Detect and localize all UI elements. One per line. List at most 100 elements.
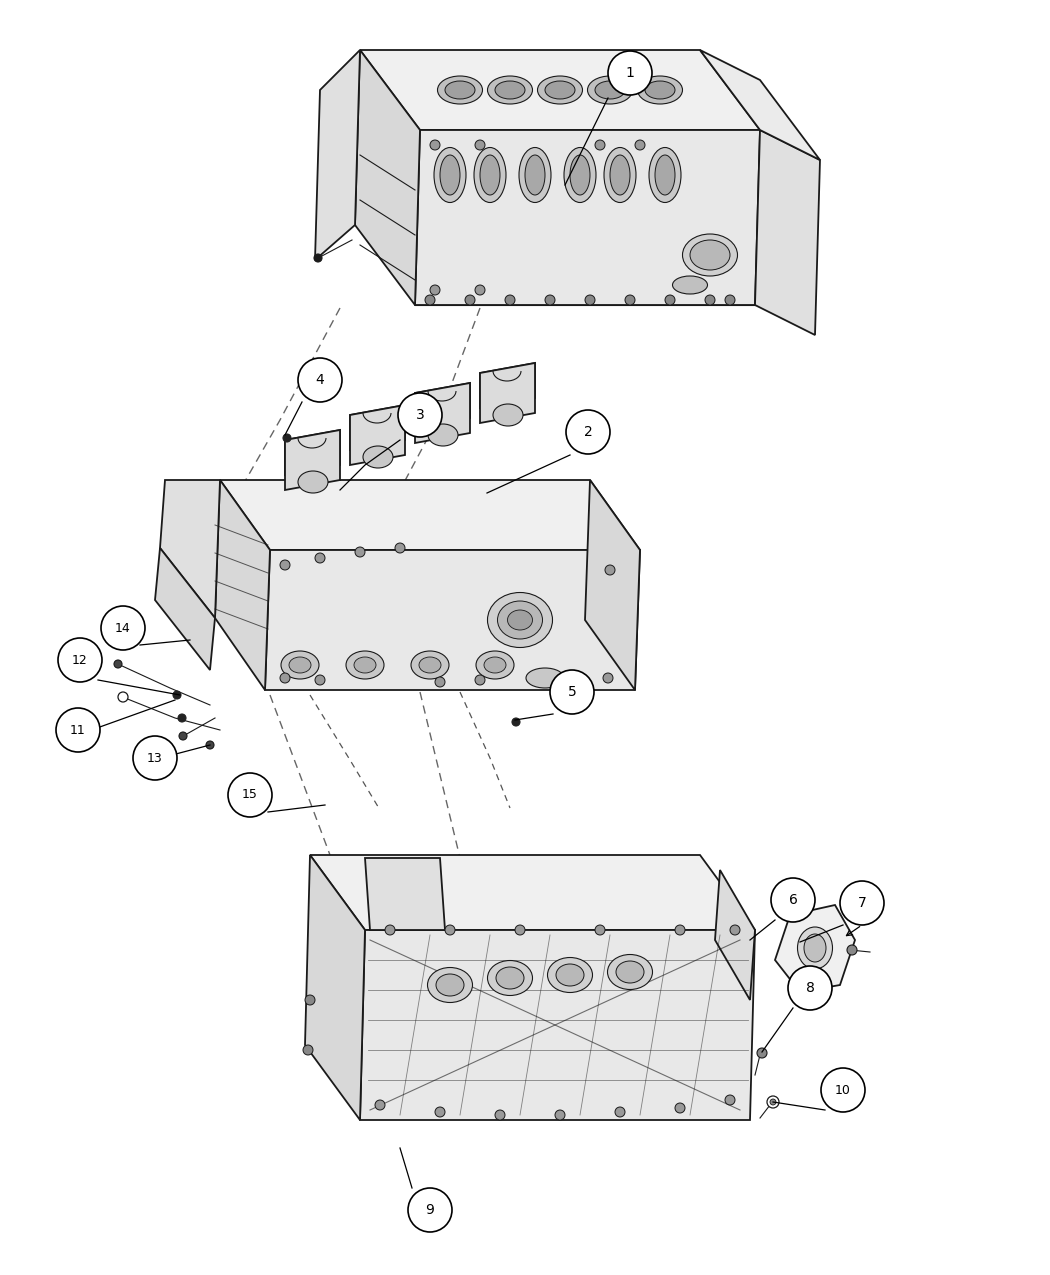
Polygon shape [415, 382, 470, 428]
Text: 9: 9 [425, 1204, 435, 1218]
Ellipse shape [354, 657, 376, 673]
Polygon shape [285, 430, 340, 490]
Circle shape [788, 966, 832, 1010]
Ellipse shape [445, 82, 475, 99]
Ellipse shape [538, 76, 583, 105]
Text: 3: 3 [416, 408, 424, 422]
Circle shape [505, 295, 514, 305]
Circle shape [101, 606, 145, 650]
Circle shape [133, 736, 177, 780]
Text: 7: 7 [858, 896, 866, 910]
Ellipse shape [804, 935, 826, 963]
Circle shape [280, 673, 290, 683]
Ellipse shape [487, 593, 552, 648]
Polygon shape [360, 50, 760, 130]
Ellipse shape [419, 657, 441, 673]
Ellipse shape [682, 235, 737, 275]
Circle shape [298, 358, 342, 402]
Ellipse shape [610, 156, 630, 195]
Polygon shape [415, 130, 760, 305]
Circle shape [771, 878, 815, 922]
Circle shape [304, 994, 315, 1005]
Polygon shape [755, 130, 820, 335]
Circle shape [118, 692, 128, 703]
Ellipse shape [637, 76, 683, 105]
Circle shape [475, 140, 485, 150]
Circle shape [173, 691, 181, 699]
Ellipse shape [498, 601, 543, 639]
Circle shape [314, 254, 322, 261]
Circle shape [675, 924, 685, 935]
Ellipse shape [655, 156, 675, 195]
Text: 11: 11 [70, 723, 86, 737]
Polygon shape [350, 405, 405, 465]
Circle shape [514, 924, 525, 935]
Polygon shape [285, 430, 340, 476]
Circle shape [178, 732, 187, 739]
Polygon shape [350, 405, 405, 450]
Circle shape [284, 434, 291, 442]
Ellipse shape [496, 966, 524, 989]
Ellipse shape [474, 148, 506, 203]
Circle shape [595, 924, 605, 935]
Circle shape [430, 140, 440, 150]
Ellipse shape [649, 148, 681, 203]
Circle shape [550, 669, 594, 714]
Text: 10: 10 [835, 1084, 850, 1096]
Ellipse shape [436, 974, 464, 996]
Circle shape [408, 1188, 452, 1232]
Polygon shape [480, 363, 536, 408]
Circle shape [228, 773, 272, 817]
Text: 5: 5 [568, 685, 576, 699]
Circle shape [465, 295, 475, 305]
Polygon shape [155, 548, 215, 669]
Ellipse shape [672, 275, 708, 295]
Circle shape [585, 295, 595, 305]
Ellipse shape [604, 148, 636, 203]
Ellipse shape [645, 82, 675, 99]
Ellipse shape [507, 609, 532, 630]
Ellipse shape [428, 425, 458, 446]
Polygon shape [265, 550, 640, 690]
Ellipse shape [480, 156, 500, 195]
Circle shape [355, 547, 365, 557]
Circle shape [178, 714, 186, 722]
Circle shape [595, 140, 605, 150]
Ellipse shape [281, 652, 319, 680]
Circle shape [206, 741, 214, 748]
Circle shape [724, 295, 735, 305]
Polygon shape [355, 50, 420, 305]
Circle shape [566, 411, 610, 454]
Circle shape [730, 924, 740, 935]
Ellipse shape [588, 76, 632, 105]
Circle shape [615, 1107, 625, 1117]
Ellipse shape [411, 652, 449, 680]
Ellipse shape [570, 156, 590, 195]
Circle shape [475, 674, 485, 685]
Ellipse shape [427, 968, 472, 1002]
Circle shape [545, 295, 555, 305]
Ellipse shape [798, 927, 833, 969]
Ellipse shape [487, 960, 532, 996]
Circle shape [375, 1100, 385, 1111]
Text: 12: 12 [72, 654, 88, 667]
Circle shape [847, 945, 857, 955]
Ellipse shape [346, 652, 384, 680]
Circle shape [512, 718, 520, 725]
Circle shape [56, 708, 100, 752]
Polygon shape [365, 858, 445, 929]
Text: 15: 15 [243, 788, 258, 802]
Circle shape [114, 660, 122, 668]
Polygon shape [215, 479, 270, 690]
Ellipse shape [487, 76, 532, 105]
Ellipse shape [363, 446, 393, 468]
Ellipse shape [476, 652, 514, 680]
Polygon shape [585, 479, 640, 690]
Ellipse shape [595, 82, 625, 99]
Circle shape [445, 924, 455, 935]
Ellipse shape [298, 470, 328, 493]
Circle shape [425, 295, 435, 305]
Ellipse shape [434, 148, 466, 203]
Text: 13: 13 [147, 751, 163, 765]
Polygon shape [310, 856, 755, 929]
